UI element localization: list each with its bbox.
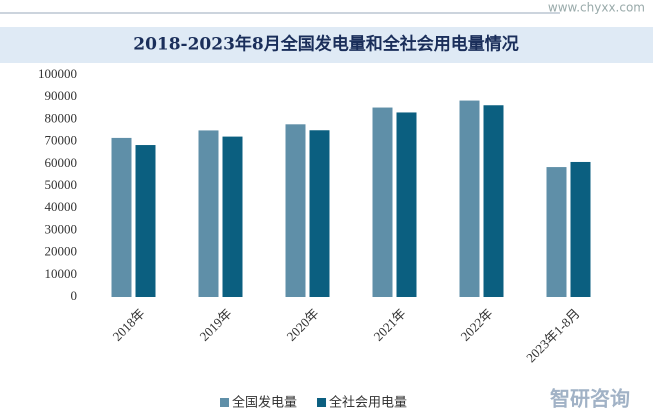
bar <box>285 124 306 297</box>
legend-swatch <box>220 398 229 407</box>
y-tick-label: 0 <box>71 288 78 303</box>
legend-label: 全国发电量 <box>232 395 297 411</box>
title-band <box>0 27 653 63</box>
legend-swatch <box>317 398 327 407</box>
bar <box>372 107 393 297</box>
y-tick-label: 20000 <box>45 244 78 259</box>
x-tick-label: 2018年 <box>110 306 148 344</box>
bar <box>396 112 417 297</box>
y-tick-label: 90000 <box>45 88 78 103</box>
chart-title: 2018-2023年8月全国发电量和全社会用电量情况 <box>133 34 519 55</box>
y-tick-label: 30000 <box>45 221 78 236</box>
brand: 智研咨询 <box>550 387 630 411</box>
x-tick-label: 2019年 <box>197 306 235 344</box>
x-tick-label: 2023年1-8月 <box>523 306 583 366</box>
bar <box>111 137 132 297</box>
bar <box>546 167 567 297</box>
y-tick-label: 60000 <box>45 155 78 170</box>
y-tick-label: 70000 <box>45 133 78 148</box>
source: www.chyxx.com <box>548 1 645 15</box>
y-tick-label: 100000 <box>38 66 77 81</box>
y-tick-label: 50000 <box>45 177 78 192</box>
y-tick-label: 40000 <box>45 199 78 214</box>
bar <box>198 130 219 297</box>
bar <box>222 136 243 297</box>
bar <box>309 130 330 297</box>
legend-label: 全社会用电量 <box>329 395 407 411</box>
bar <box>459 100 480 297</box>
y-tick-label: 10000 <box>45 266 78 281</box>
bar <box>570 161 591 297</box>
x-tick-label: 2020年 <box>284 306 322 344</box>
bar <box>135 145 156 297</box>
bar <box>483 105 504 298</box>
y-tick-label: 80000 <box>45 110 78 125</box>
x-tick-label: 2021年 <box>371 306 409 344</box>
x-tick-label: 2022年 <box>458 306 496 344</box>
